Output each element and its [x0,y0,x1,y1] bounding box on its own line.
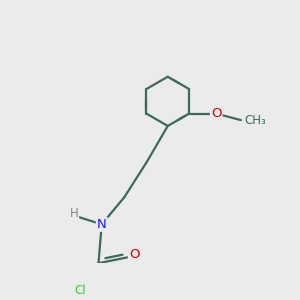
Text: O: O [129,248,139,261]
Text: O: O [211,107,221,120]
Text: Cl: Cl [74,284,86,297]
Text: H: H [70,207,78,220]
Text: N: N [97,218,106,231]
Text: CH₃: CH₃ [244,114,266,127]
